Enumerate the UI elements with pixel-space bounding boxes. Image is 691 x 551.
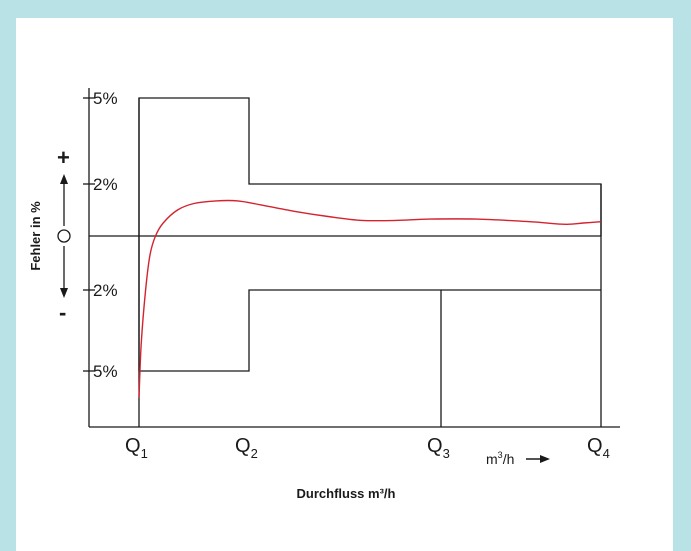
y-tick-label: 2% — [93, 281, 118, 300]
lower-error-limit — [139, 289, 601, 372]
chart-panel — [16, 18, 673, 551]
x-tick-label-q4: Q4 — [587, 435, 610, 461]
y-axis-title: Fehler in % — [28, 201, 43, 271]
zero-circle-icon — [57, 229, 71, 243]
minus-sign: - — [59, 300, 66, 325]
arrow-up-icon — [60, 174, 68, 184]
x-tick-label-q3: Q3 — [427, 435, 450, 461]
arrow-down-icon — [60, 288, 68, 298]
x-axis-title: Durchfluss m³/h — [297, 486, 396, 501]
arrow-right-icon — [540, 455, 550, 463]
y-tick-label: 5% — [93, 89, 118, 108]
y-tick-label: 5% — [93, 362, 118, 381]
flow-unit-label: m3/h — [486, 450, 514, 467]
plus-sign: + — [57, 145, 70, 170]
upper-error-limit — [138, 97, 602, 371]
error-curve-line — [138, 199, 602, 399]
x-tick-label-q1: Q1 — [125, 435, 148, 461]
x-tick-label-q2: Q2 — [235, 435, 258, 461]
y-tick-label: 2% — [93, 175, 118, 194]
